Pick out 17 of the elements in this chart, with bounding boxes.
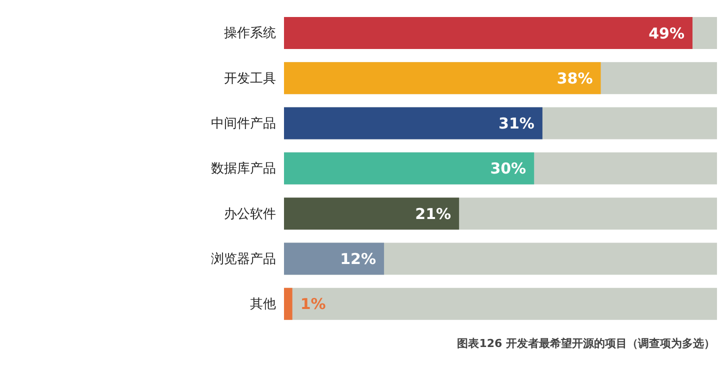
y-tick-label: 中间件产品 [211,116,276,132]
y-tick-label: 开发工具 [224,71,276,86]
data-label: 31% [498,114,534,133]
y-tick-label: 操作系统 [224,26,276,42]
data-label: 21% [415,204,452,223]
data-label: 12% [340,250,376,268]
data-label: 1% [300,295,326,314]
y-tick-label: 数据库产品 [211,162,276,177]
text: 图表126 开发者最希望开源的项目（调查项为多选） [456,336,716,351]
bar [284,288,292,320]
bar [284,242,384,275]
y-tick-label: 浏览器产品 [211,252,276,267]
data-label: 49% [648,24,684,42]
data-label: 38% [556,69,593,88]
data-label: 30% [490,160,526,178]
y-tick-label: 其他 [250,297,276,312]
y-tick-label: 办公软件 [224,206,276,222]
